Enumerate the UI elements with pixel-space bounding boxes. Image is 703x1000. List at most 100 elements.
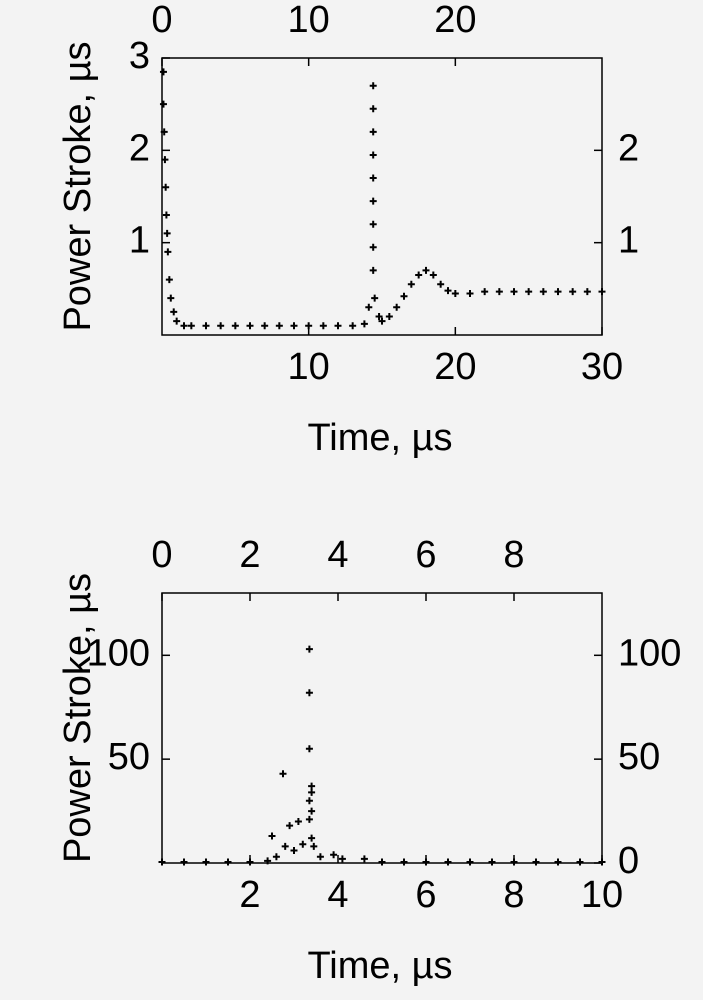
x-tick-label: 10: [288, 346, 330, 388]
data-point: [400, 858, 408, 866]
y2-tick-label: 50: [618, 736, 660, 778]
x2-tick-label: 4: [327, 534, 348, 576]
data-point: [310, 842, 318, 850]
x2-tick-label: 0: [151, 534, 172, 576]
data-point: [360, 855, 368, 863]
data-point: [264, 857, 272, 865]
x-tick-label: 6: [415, 874, 436, 916]
data-point: [598, 858, 606, 866]
data-point: [369, 105, 377, 113]
data-point: [369, 128, 377, 136]
data-point: [308, 782, 316, 790]
data-point: [369, 197, 377, 205]
y-tick-label: 50: [108, 736, 150, 778]
x2-tick-label: 10: [288, 0, 330, 41]
data-point: [161, 156, 169, 164]
x2-tick-label: 20: [434, 0, 476, 41]
x2-tick-label: 2: [239, 534, 260, 576]
data-point: [305, 745, 313, 753]
y2-tick-label: 0: [618, 840, 639, 882]
data-point: [369, 266, 377, 274]
data-point: [290, 847, 298, 855]
data-point: [167, 294, 175, 302]
data-point: [583, 288, 591, 296]
y2-tick-label: 2: [618, 127, 639, 169]
data-point: [481, 288, 489, 296]
data-point: [159, 100, 167, 108]
data-point: [170, 308, 178, 316]
data-point: [162, 211, 170, 219]
y-tick-label: 100: [87, 632, 150, 674]
data-point: [554, 288, 562, 296]
data-point: [202, 858, 210, 866]
data-point: [330, 851, 338, 859]
data-point: [305, 645, 313, 653]
data-point: [275, 322, 283, 330]
data-point: [246, 858, 254, 866]
data-point: [316, 853, 324, 861]
data-point: [378, 317, 386, 325]
x-tick-label: 2: [239, 874, 260, 916]
data-point: [375, 313, 383, 321]
data-point: [444, 858, 452, 866]
data-point: [308, 807, 316, 815]
x-tick-label: 30: [581, 346, 623, 388]
data-point: [305, 797, 313, 805]
data-point: [308, 788, 316, 796]
data-point: [415, 271, 423, 279]
plot-area: [161, 57, 603, 336]
plot-area: [161, 592, 603, 864]
data-point: [360, 320, 368, 328]
data-point: [305, 689, 313, 697]
data-point: [319, 322, 327, 330]
data-point: [510, 858, 518, 866]
data-point: [286, 822, 294, 830]
x2-tick-label: 6: [415, 534, 436, 576]
data-point: [369, 151, 377, 159]
data-point: [349, 322, 357, 330]
data-point: [180, 858, 188, 866]
data-point: [400, 292, 408, 300]
x-tick-label: 8: [503, 874, 524, 916]
data-point: [334, 322, 342, 330]
y-tick-label: 2: [129, 127, 150, 169]
data-point: [510, 288, 518, 296]
data-point: [281, 842, 289, 850]
data-point: [294, 817, 302, 825]
x-tick-label: 4: [327, 874, 348, 916]
data-point: [378, 858, 386, 866]
data-point: [308, 834, 316, 842]
data-point: [466, 289, 474, 297]
data-point: [525, 288, 533, 296]
data-point: [451, 289, 459, 297]
x2-tick-label: 8: [503, 534, 524, 576]
data-point: [369, 220, 377, 228]
data-point: [371, 294, 379, 302]
data-point: [569, 288, 577, 296]
data-point: [598, 288, 606, 296]
data-point: [466, 858, 474, 866]
data-point: [444, 287, 452, 295]
data-point: [385, 313, 393, 321]
data-point: [422, 858, 430, 866]
data-point: [407, 280, 415, 288]
x2-tick-label: 0: [151, 0, 172, 41]
data-point: [305, 815, 313, 823]
data-point: [272, 853, 280, 861]
x-axis-label: Time, µs: [307, 945, 452, 987]
x-axis-label: Time, µs: [307, 417, 452, 459]
data-point: [165, 276, 173, 284]
data-point: [338, 855, 346, 863]
data-point: [369, 174, 377, 182]
y-axis-label: Power Stroke, µs: [57, 573, 99, 863]
data-point: [554, 858, 562, 866]
data-point: [488, 858, 496, 866]
data-point: [539, 288, 547, 296]
data-point: [180, 322, 188, 330]
data-point: [246, 322, 254, 330]
data-point: [217, 322, 225, 330]
data-point: [268, 832, 276, 840]
x-tick-label: 10: [581, 874, 623, 916]
